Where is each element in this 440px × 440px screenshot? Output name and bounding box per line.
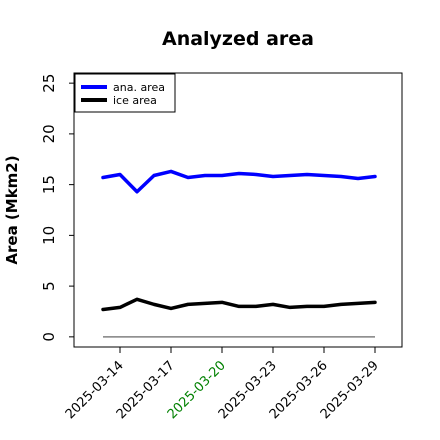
plot-frame [73, 72, 403, 348]
legend-box [74, 73, 176, 113]
y-tick-label: 0 [40, 332, 58, 342]
series-line-ice-area [101, 297, 377, 312]
legend-label: ice area [113, 94, 157, 107]
x-axis: 2025-03-142025-03-172025-03-202025-03-23… [63, 347, 382, 422]
y-tick-label: 15 [40, 175, 58, 194]
y-tick-label: 10 [40, 226, 58, 245]
series-layer [101, 169, 377, 338]
series-line-ana-area [101, 169, 377, 194]
y-axis-label: Area (Mkm2) [3, 155, 21, 264]
y-tick-label: 25 [40, 74, 58, 93]
chart-title: Analyzed area [162, 28, 314, 50]
y-tick-label: 5 [40, 281, 58, 291]
y-axis: 0 5 10 15 20 25 [40, 74, 74, 342]
y-tick-label: 20 [40, 124, 58, 143]
legend-label: ana. area [113, 81, 165, 94]
